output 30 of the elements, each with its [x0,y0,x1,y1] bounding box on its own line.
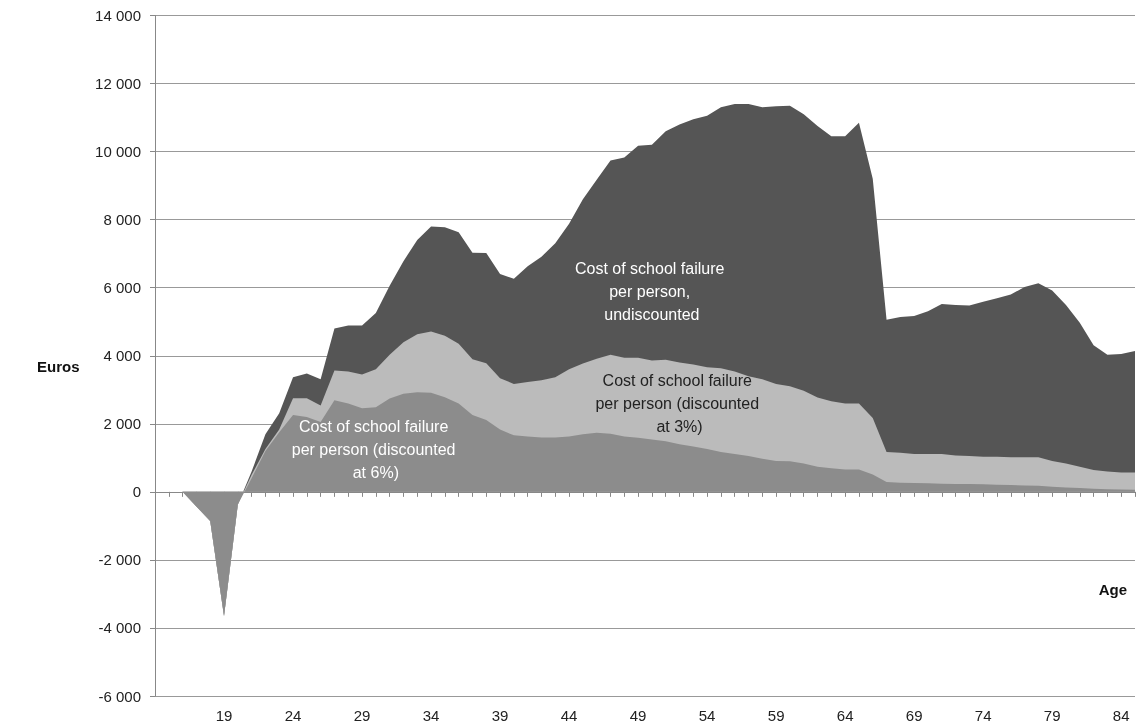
x-tick-label: 69 [905,707,923,723]
y-tick-label: 8 000 [103,211,141,229]
x-axis-title: Age [1098,581,1128,598]
series-label: Cost of school failure per person (discounted at 3%) [595,371,764,435]
x-tick-label: 39 [491,707,509,723]
y-tick-label: -4 000 [98,619,141,637]
y-tick-label: 0 [132,483,141,501]
x-tick-label: 59 [767,707,785,723]
x-tick-label: 64 [836,707,854,723]
y-tick-label: 12 000 [95,75,141,93]
x-tick-label: 44 [560,707,578,723]
series-label: Cost of school failure per person (discounted at 6%) [291,417,460,481]
y-tick-label: 6 000 [103,279,141,297]
x-tick-label: 49 [629,707,647,723]
series-label: Cost of school failure per person, undiscounted [574,259,729,323]
x-tick-label: 19 [215,707,233,723]
y-tick-label: -2 000 [98,551,141,569]
y-tick-label: -6 000 [98,687,141,705]
x-tick-label: 79 [1043,707,1061,723]
y-tick-label: 4 000 [103,347,141,365]
y-tick-label: 10 000 [95,143,141,161]
x-tick-label: 24 [284,707,302,723]
x-tick-label: 54 [698,707,716,723]
y-axis-title: Euros [37,358,80,375]
y-tick-label: 14 000 [95,7,141,24]
x-tick-label: 34 [422,707,440,723]
x-tick-label: 74 [974,707,992,723]
x-tick-label: 29 [353,707,371,723]
x-tick-label: 84 [1112,707,1130,723]
y-tick-label: 2 000 [103,415,141,433]
